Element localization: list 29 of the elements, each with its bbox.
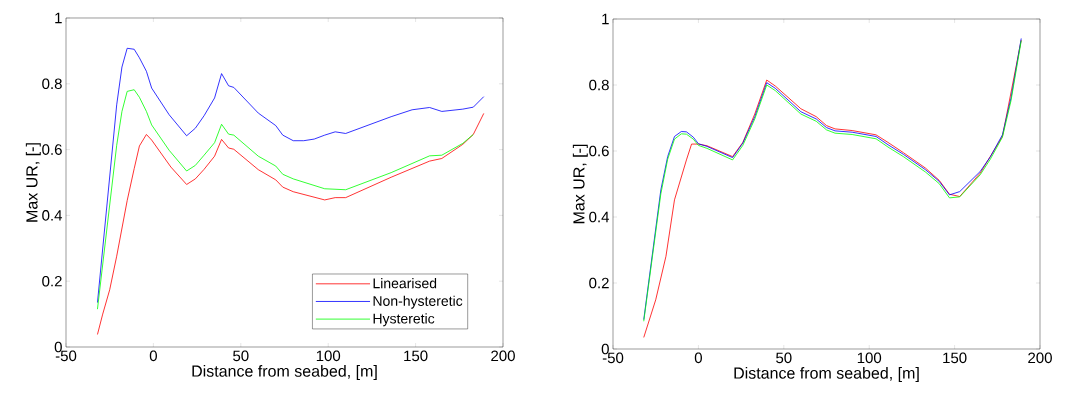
line-series [97,89,474,310]
legend-label: Non-hysteretic [373,295,463,309]
y-tick-label: 0.2 [42,275,62,287]
x-tick-label: 200 [1028,352,1052,364]
y-tick-label: 0.8 [589,79,609,91]
x-tick-label: 50 [233,350,249,362]
y-tick-label: 0.6 [589,145,609,157]
x-tick-label: 50 [776,352,792,364]
y-tick-label: 0.4 [42,210,63,221]
x-axis-title: Distance from seabed, [m] [734,367,919,382]
x-tick-label: 150 [404,350,428,362]
legend-label: Hysteretic [373,313,435,327]
x-tick-label: 100 [857,352,882,364]
line-series [97,113,485,335]
x-tick-label: 0 [694,352,702,364]
x-tick-label: 0 [149,350,157,362]
x-axis-title: Distance from seabed, [m] [192,365,377,380]
y-tick-label: 1 [602,13,609,25]
y-tick-label: 0.6 [42,144,62,155]
x-tick-label: 100 [316,350,341,362]
x-tick-label: 200 [491,350,515,362]
y-tick-label: 1 [55,12,62,24]
y-tick-label: 0.8 [42,78,62,90]
y-tick-label: 0.4 [589,211,610,223]
x-tick-label: 150 [943,352,967,364]
legend-label: Linearised [373,277,437,289]
y-axis-title: Max UR, [-] [572,144,588,224]
y-tick-label: 0.2 [589,277,609,289]
y-axis-title: Max UR, [-] [25,143,41,222]
